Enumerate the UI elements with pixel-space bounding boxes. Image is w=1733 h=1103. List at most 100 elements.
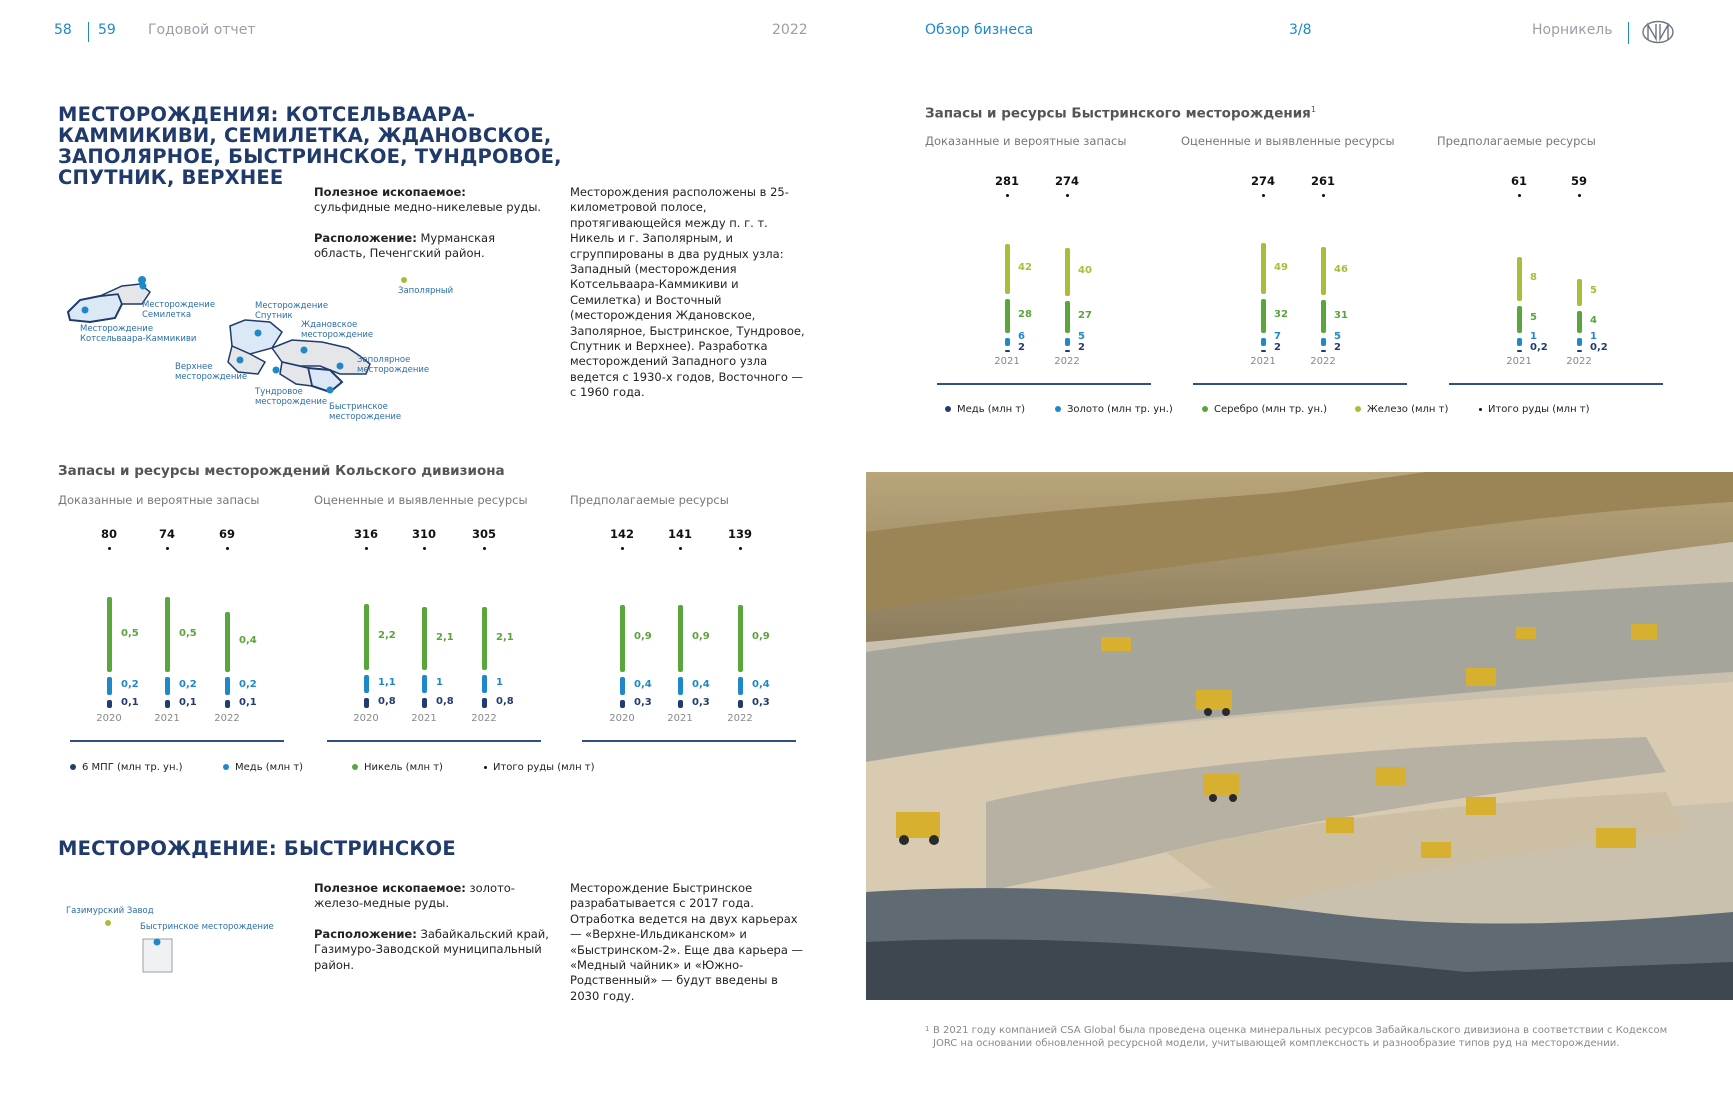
kola-total-dot-g0-c0: [108, 547, 111, 550]
byst-bar-2022-g2-s2: [1577, 311, 1582, 333]
kola-label-g0-c2-s0: 0,1: [239, 697, 257, 708]
kola-bar-2020-g1-s2: [364, 604, 369, 671]
kola-label-g0-c1-s1: 0,2: [179, 679, 197, 690]
byst-bar-2022-g2-s0: [1577, 350, 1582, 352]
legend-dot-green: [352, 764, 358, 770]
report-year: 2022: [772, 22, 808, 38]
kola-bar-2021-g2-s2: [678, 604, 683, 672]
kola-label-g2-c2-s0: 0,3: [752, 697, 770, 708]
byst-label-g1-c0-s1: 7: [1274, 331, 1281, 342]
byst-label-g0-c1-s2: 27: [1078, 309, 1092, 321]
kola-label-g2-c1-s1: 0,4: [692, 679, 710, 690]
byst-bar-2021-g2-s0: [1517, 350, 1522, 352]
byst-bar-2021-g0-s2: [1005, 299, 1010, 333]
kola-total-dot-g2-c2: [739, 547, 742, 550]
byst-label-g2-c1-s2: 4: [1590, 315, 1597, 326]
kola-bar-2020-g2-s1: [620, 677, 625, 695]
legend-dot-olive: [1355, 406, 1361, 412]
kola-label-g1-c2-s2: 2,1: [496, 631, 514, 643]
map-label-sputnik: Месторождение Спутник: [255, 301, 329, 321]
section-link[interactable]: Обзор бизнеса: [925, 22, 1034, 38]
kola-bar-2022-g1-s1: [482, 675, 487, 694]
byst-total-dot-g1-c0: [1262, 194, 1265, 197]
kola-legend-copper-label: Медь (млн т): [235, 762, 304, 773]
byst-total-g2-c1: 59: [1570, 174, 1587, 188]
byst-legend-gold: Золото (млн тр. ун.): [1055, 404, 1173, 415]
footnote-text: В 2021 году компанией CSA Global была пр…: [933, 1025, 1668, 1049]
byst-bar-2022-g0-s0: [1065, 350, 1070, 352]
kola-label-g1-c1-s2: 2,1: [436, 631, 454, 643]
byst-label-g0-c0-s1: 6: [1018, 331, 1025, 342]
kola-label-g2-c0-s2: 0,9: [634, 631, 652, 643]
legend-dot-black: [1479, 407, 1482, 411]
bystrinskoe-mineral: Полезное ископаемое: золото-железо-медны…: [314, 881, 550, 912]
brand-name: Норникель: [1532, 22, 1613, 38]
kola-chart-title: Запасы и ресурсы месторождений Кольского…: [58, 463, 505, 479]
kola-label-g0-c0-s2: 0,5: [121, 627, 139, 639]
kola-total-g2-c2: 139: [727, 527, 752, 541]
byst-bar-2021-g2-s1: [1517, 338, 1522, 346]
byst-label-g1-c1-s2: 31: [1334, 309, 1348, 321]
kola-legend-ore-label: Итого руды (млн т): [493, 762, 595, 773]
kola-bar-2022-g2-s2: [738, 604, 743, 672]
legend-dot-green: [1202, 406, 1208, 412]
byst-label-g2-c0-s0: 0,2: [1530, 342, 1548, 353]
kola-group-title-2: Оцененные и выявленные ресурсы: [314, 493, 528, 507]
byst-bar-2021-g1-s2: [1261, 299, 1266, 333]
kola-year-g2-c2: 2022: [727, 713, 753, 724]
bystrinskoe-mineral-label: Полезное ископаемое:: [314, 881, 466, 895]
byst-axis-3: [1449, 383, 1663, 385]
byst-legend-ore: Итого руды (млн т): [1479, 404, 1590, 415]
byst-label-g0-c1-s0: 2: [1078, 342, 1085, 353]
kola-bar-2020-g2-s2: [620, 604, 625, 672]
byst-label-g2-c1-s1: 1: [1590, 331, 1597, 342]
kola-group-title-1: Доказанные и вероятные запасы: [58, 493, 260, 507]
kola-mineral-label: Полезное ископаемое:: [314, 185, 466, 199]
kola-label-g2-c0-s1: 0,4: [634, 679, 652, 690]
byst-label-g2-c0-s2: 5: [1530, 312, 1537, 324]
legend-dot-navy: [70, 764, 76, 770]
byst-group-title-2: Оцененные и выявленные ресурсы: [1181, 134, 1395, 148]
nornickel-logo-icon: [1642, 20, 1674, 44]
kola-total-g1-c1: 310: [411, 527, 436, 541]
bystrinskoe-mineral-value: золото-железо-медные руды.: [314, 881, 515, 911]
page-number-right: 59: [98, 22, 116, 38]
kola-legend-pgm-label: 6 МПГ (млн тр. ун.): [82, 762, 183, 773]
byst-chart-title-text: Запасы и ресурсы Быстринского месторожде…: [925, 105, 1311, 122]
byst-bar-2022-g0-s3: [1065, 247, 1070, 296]
byst-group-title-1: Доказанные и вероятные запасы: [925, 134, 1127, 148]
footnote-marker: 1: [925, 1025, 930, 1033]
kola-bar-2020-g0-s2: [107, 597, 112, 672]
report-title: Годовой отчет: [148, 22, 256, 38]
byst-total-g1-c0: 274: [1250, 174, 1275, 188]
kola-label-g0-c1-s2: 0,5: [179, 627, 197, 639]
kola-deposits-map: [66, 276, 407, 394]
kola-group-title-3: Предполагаемые ресурсы: [570, 493, 729, 507]
kola-section-title: МЕСТОРОЖДЕНИЯ: КОТСЕЛЬВААРА-КАММИКИВИ, С…: [58, 103, 562, 189]
bystrinskoe-location-label: Расположение:: [314, 927, 417, 941]
kola-label-g1-c2-s0: 0,8: [496, 696, 514, 708]
header-divider: [88, 22, 89, 42]
byst-total-dot-g0-c1: [1066, 194, 1069, 197]
byst-bar-2022-g0-s1: [1065, 338, 1070, 346]
kola-bar-2022-g2-s1: [738, 677, 743, 695]
byst-total-dot-g2-c1: [1578, 194, 1581, 197]
kola-location: Расположение: Мурманская область, Печенг…: [314, 231, 542, 262]
byst-bar-2022-g2-s3: [1577, 278, 1582, 306]
kola-location-value: Мурманская область, Печенгский район.: [314, 231, 495, 261]
byst-label-g1-c0-s0: 2: [1274, 342, 1281, 353]
legend-dot-blue: [1055, 406, 1061, 412]
byst-label-g1-c0-s2: 32: [1274, 309, 1288, 321]
legend-dot-navy: [945, 406, 951, 412]
kola-bar-2022-g0-s2: [225, 612, 230, 672]
brand-divider: [1628, 22, 1629, 44]
byst-bar-2022-g1-s1: [1321, 338, 1326, 346]
kola-label-g1-c0-s0: 0,8: [378, 696, 396, 708]
byst-legend-iron: Железо (млн т): [1355, 404, 1448, 415]
map-label-zapolyarny: Заполярный: [398, 286, 454, 296]
byst-bar-2022-g1-s2: [1321, 300, 1326, 333]
map-label-zapolyarnoe: Заполярное месторождение: [357, 355, 430, 375]
kola-bar-2021-g0-s0: [165, 700, 170, 708]
byst-bar-2021-g1-s3: [1261, 242, 1266, 295]
byst-bar-2022-g1-s3: [1321, 247, 1326, 296]
